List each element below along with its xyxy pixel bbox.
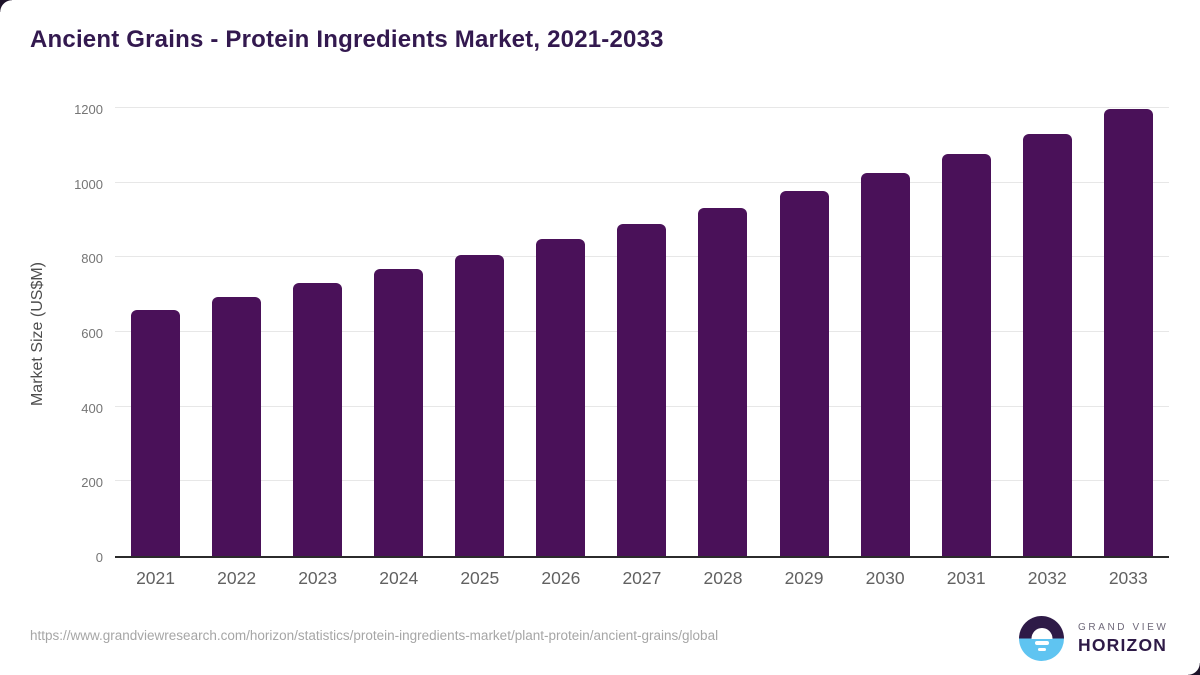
grand-view-horizon-logo: GRAND VIEW HORIZON xyxy=(1019,616,1168,661)
water-reflection-line-1 xyxy=(1034,641,1049,645)
gridline-1000 xyxy=(115,181,1169,183)
xtick-label-2025: 2025 xyxy=(460,568,500,588)
bar-2027 xyxy=(617,223,667,556)
logo-text-grand-view: GRAND VIEW xyxy=(1078,621,1169,633)
xtick-label-2029: 2029 xyxy=(784,568,824,588)
ytick-label-0: 0 xyxy=(95,550,103,565)
corner-decoration-top-left xyxy=(0,0,12,12)
y-axis-tick-labels: 0 200 400 600 800 1000 1200 xyxy=(0,102,103,565)
bar-2023 xyxy=(293,282,343,556)
bar-2033 xyxy=(1103,109,1153,556)
xtick-label-2032: 2032 xyxy=(1027,568,1067,588)
bar-series xyxy=(115,109,1169,556)
bar-2026 xyxy=(536,239,586,556)
chart-title: Ancient Grains - Protein Ingredients Mar… xyxy=(30,26,664,53)
horizon-sun-icon xyxy=(1019,616,1064,661)
bar-2022 xyxy=(212,296,262,556)
bar-2032 xyxy=(1022,133,1072,556)
bar-2029 xyxy=(779,190,829,556)
sun-dome-shape xyxy=(1031,628,1052,639)
x-axis-tick-labels: 2021 2022 2023 2024 2025 2026 2027 2028 2029 2030… xyxy=(115,568,1169,589)
xtick-label-2028: 2028 xyxy=(703,568,743,588)
bar-2028 xyxy=(698,207,748,556)
ytick-label-200: 200 xyxy=(81,475,103,491)
xtick-label-2026: 2026 xyxy=(541,568,581,588)
plot-area xyxy=(115,107,1169,558)
ytick-label-1200: 1200 xyxy=(74,102,103,117)
xtick-label-2023: 2023 xyxy=(298,568,338,588)
gridline-1200 xyxy=(115,107,1169,108)
ytick-label-600: 600 xyxy=(81,326,103,341)
water-reflection-line-2 xyxy=(1037,647,1046,651)
corner-decoration-bottom-right xyxy=(1188,663,1200,675)
ytick-label-400: 400 xyxy=(81,400,103,416)
bar-2024 xyxy=(374,269,424,556)
xtick-label-2024: 2024 xyxy=(379,568,419,588)
bar-2030 xyxy=(860,172,910,556)
bar-2025 xyxy=(455,254,505,556)
logo-text-horizon: HORIZON xyxy=(1078,634,1168,655)
xtick-label-2021: 2021 xyxy=(136,568,175,588)
xtick-label-2027: 2027 xyxy=(622,568,662,588)
logo-text: GRAND VIEW HORIZON xyxy=(1078,622,1168,656)
xtick-label-2033: 2033 xyxy=(1108,568,1148,588)
xtick-label-2022: 2022 xyxy=(217,568,257,588)
ytick-label-1000: 1000 xyxy=(74,176,103,192)
ytick-label-800: 800 xyxy=(81,251,103,267)
bar-2031 xyxy=(941,153,991,556)
bar-2021 xyxy=(131,309,181,556)
source-url: https://www.grandviewresearch.com/horizo… xyxy=(30,628,719,643)
xtick-label-2030: 2030 xyxy=(865,568,905,588)
xtick-label-2031: 2031 xyxy=(946,568,986,588)
